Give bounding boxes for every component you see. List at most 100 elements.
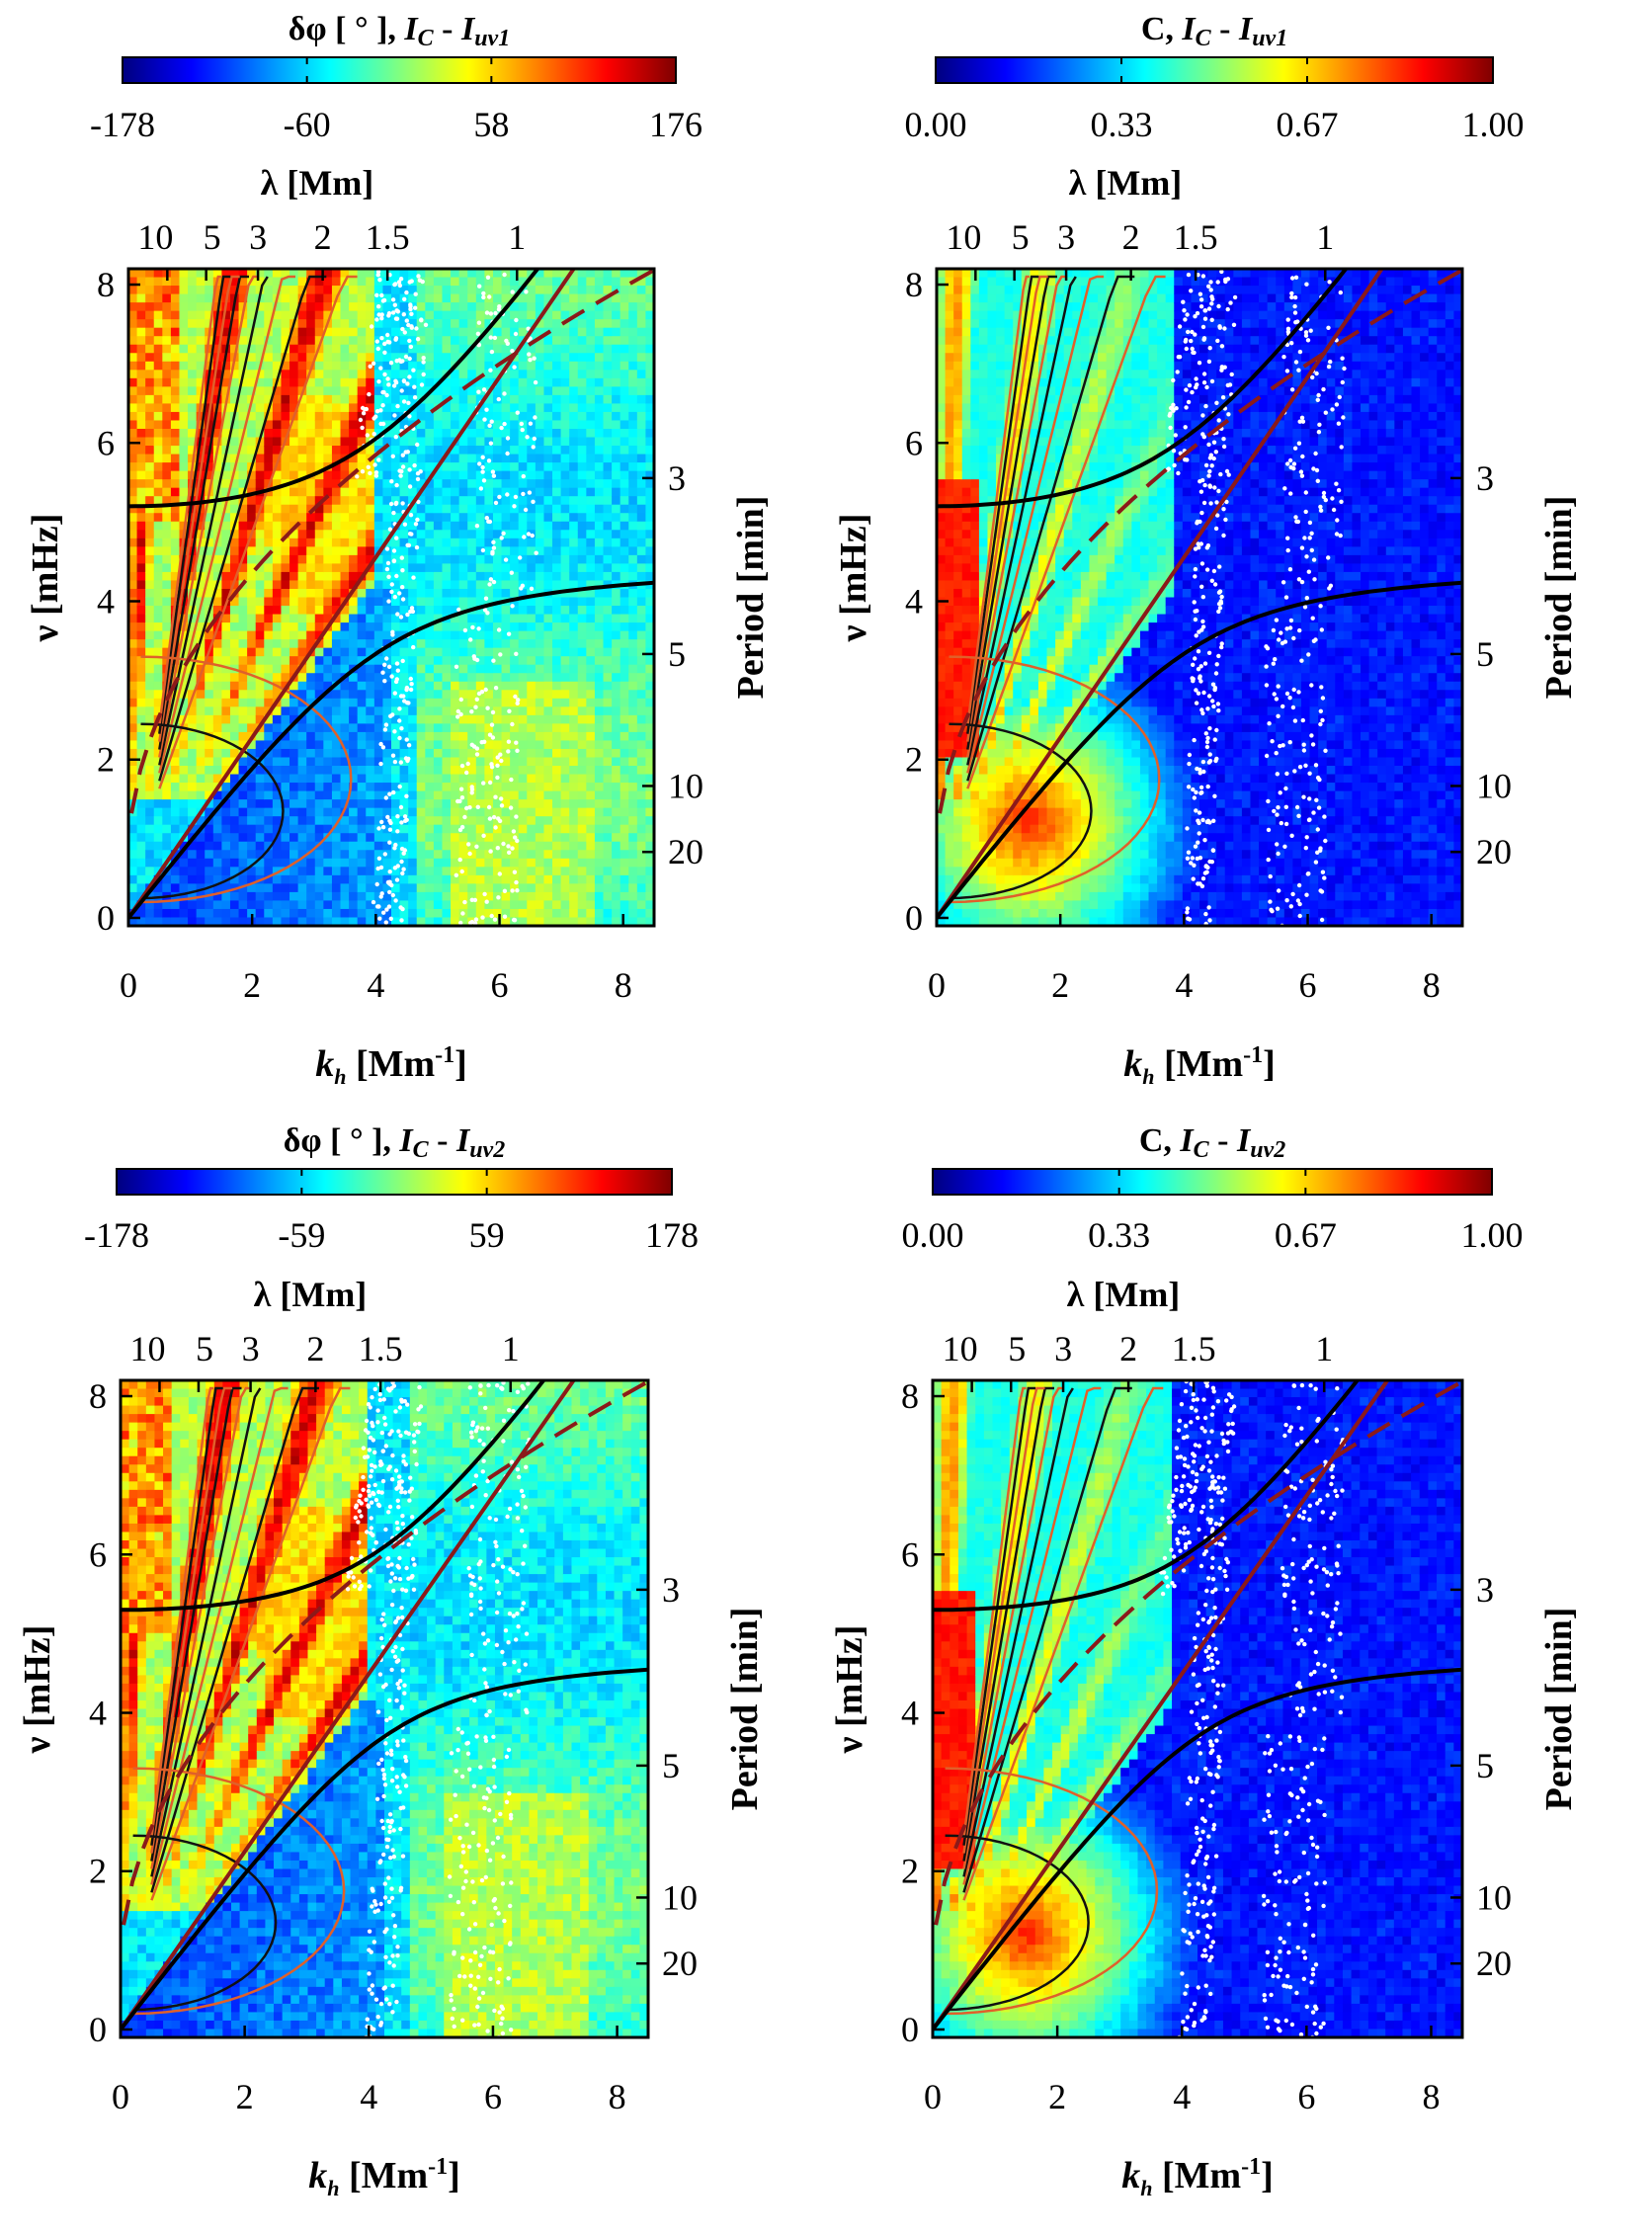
heatmap-cell [373,630,384,640]
heatmap-cell [238,588,248,599]
heatmap-cell [229,614,240,623]
heatmap-cell [442,597,452,607]
contour-dot [506,749,511,754]
heatmap-cell [451,858,460,868]
heatmap-cell [399,437,409,447]
heatmap-cell [594,833,605,843]
heatmap-cell [289,462,299,472]
heatmap-cell [297,496,307,506]
heatmap-cell [264,606,274,616]
heatmap-cell [433,293,444,303]
heatmap-cell [196,588,206,599]
heatmap-cell [518,310,528,320]
heatmap-cell [366,673,375,683]
heatmap-cell [349,748,359,759]
heatmap-cell [501,403,511,413]
heatmap-cell [569,530,579,539]
heatmap-cell [170,731,181,742]
heatmap-cell [136,850,146,860]
heatmap-cell [535,571,545,582]
heatmap-cell [510,816,520,826]
heatmap-cell [382,446,392,456]
heatmap-cell [221,673,231,683]
heatmap-cell [264,386,274,396]
heatmap-cell [594,496,605,506]
heatmap-cell [433,891,444,902]
heatmap-cell [349,647,359,657]
heatmap-cell [188,891,198,902]
heatmap-cell [399,563,409,573]
heatmap-cell [247,580,257,590]
heatmap-cell [205,681,214,691]
heatmap-cell [264,656,274,666]
heatmap-cell [221,571,231,582]
heatmap-cell [382,428,392,439]
heatmap-cell [535,479,545,489]
heatmap-cell [527,377,537,387]
heatmap-cell [281,394,290,405]
heatmap-cell [569,908,579,919]
heatmap-cell [373,386,384,396]
heatmap-cell [391,790,401,800]
heatmap-cell [145,656,155,666]
heatmap-cell [518,538,528,547]
heatmap-cell [560,656,570,666]
heatmap-cell [612,900,621,910]
heatmap-cell [552,554,562,564]
heatmap-cell [272,816,283,826]
heatmap-cell [636,630,647,640]
heatmap-cell [323,293,333,303]
heatmap-cell [458,344,468,354]
heatmap-cell [458,361,468,371]
heatmap-cell [357,563,367,573]
heatmap-cell [188,286,198,295]
heatmap-cell [501,630,511,640]
heatmap-cell [264,790,274,800]
heatmap-cell [594,740,605,750]
heatmap-cell [212,630,222,640]
heatmap-cell [458,277,468,287]
heatmap-cell [518,504,528,514]
heatmap-cell [264,614,274,623]
heatmap-cell [612,370,621,379]
heatmap-cell [552,310,562,320]
heatmap-cell [382,370,392,379]
heatmap-cell [281,673,290,683]
heatmap-cell [229,597,240,607]
heatmap-cell [518,883,528,893]
heatmap-cell [492,706,503,716]
contour-dot [407,374,412,379]
heatmap-cell [399,496,409,506]
heatmap-cell [552,783,562,792]
heatmap-cell [188,310,198,320]
heatmap-cell [323,504,333,514]
heatmap-cell [331,656,342,666]
heatmap-cell [162,606,172,616]
heatmap-cell [527,874,537,884]
heatmap-cell [492,874,503,884]
heatmap-cell [229,319,240,329]
heatmap-cell [128,319,138,329]
heatmap-cell [510,824,520,834]
heatmap-cell [467,757,477,767]
heatmap-cell [221,656,231,666]
heatmap-cell [577,361,587,371]
heatmap-cell [510,386,520,396]
heatmap-cell [594,487,605,497]
heatmap-cell [484,807,494,817]
heatmap-cell [416,563,426,573]
heatmap-cell [467,420,477,430]
heatmap-cell [247,370,257,379]
heatmap-cell [645,900,654,910]
heatmap-cell [408,286,418,295]
heatmap-cell [408,630,418,640]
heatmap-cell [636,513,647,523]
heatmap-cell [527,740,537,750]
heatmap-cell [492,824,503,834]
heatmap-cell [357,597,367,607]
contour-dot [397,718,402,723]
heatmap-cell [272,386,283,396]
heatmap-cell [527,336,537,346]
heatmap-cell [442,353,452,363]
heatmap-cell [145,361,155,371]
